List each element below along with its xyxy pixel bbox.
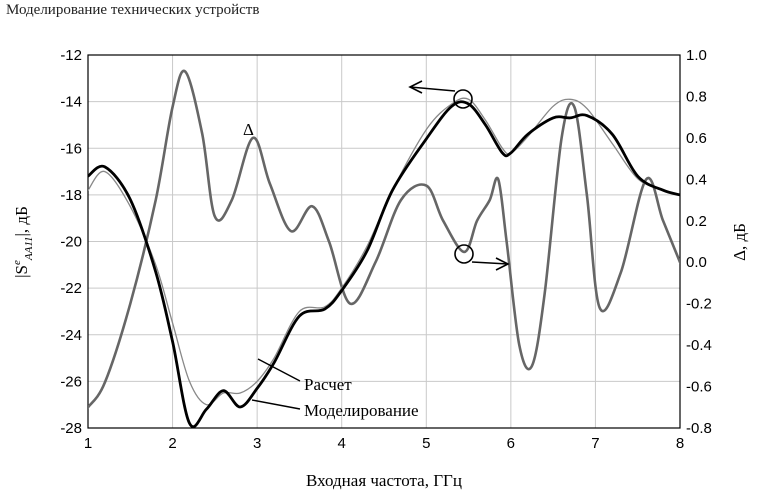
y-tick-left-label: -22 — [60, 280, 82, 297]
y-axis-title-left: |SeAA11|, дБ — [11, 206, 35, 278]
y-tick-right-label: -0.2 — [686, 296, 712, 313]
plot-frame — [87, 54, 681, 429]
leader-raschet — [257, 358, 301, 382]
y-tick-right-label: -0.4 — [686, 337, 712, 354]
y-tick-right-label: 0.2 — [686, 213, 707, 230]
x-tick-label: 5 — [422, 435, 430, 452]
x-tick-label: 6 — [507, 435, 515, 452]
x-tick-label: 3 — [253, 435, 261, 452]
y-tick-left-label: -14 — [60, 94, 82, 111]
model-label: Моделирование — [304, 401, 419, 420]
series-layer — [88, 69, 680, 428]
y-axis-title-right: Δ, дБ — [730, 223, 749, 261]
x-tick-label: 4 — [338, 435, 346, 452]
y-tick-right-label: 0.8 — [686, 88, 707, 105]
y-tick-right-label: -0.6 — [686, 379, 712, 396]
y-tick-left-label: -26 — [60, 373, 82, 390]
y-tick-right-label: -0.8 — [686, 420, 712, 437]
x-tick-label: 8 — [676, 435, 684, 452]
x-tick-label: 7 — [591, 435, 599, 452]
y-tick-right-label: 1.0 — [686, 47, 707, 64]
arrow-to-left-axis — [408, 80, 473, 109]
page-header: Моделирование технических устройств — [6, 2, 260, 18]
y-tick-left-label: -20 — [60, 234, 82, 251]
y-tick-left-label: -12 — [60, 47, 82, 64]
y-tick-left-label: -18 — [60, 187, 82, 204]
arrow-to-right-axis — [454, 244, 510, 271]
y-tick-left-label: -24 — [60, 327, 82, 344]
x-tick-label: 2 — [168, 435, 176, 452]
series-model-line — [88, 100, 680, 428]
y-tick-right-label: 0.6 — [686, 130, 707, 147]
x-tick-label: 1 — [84, 435, 92, 452]
leader-model — [251, 399, 301, 410]
y-ticks-left: -28 -26 -24 -22 -20 -18 -16 -14 -12 — [60, 47, 82, 437]
y-tick-right-label: 0.4 — [686, 171, 707, 188]
y-tick-left-label: -28 — [60, 420, 82, 437]
y-ticks-right: -0.8 -0.6 -0.4 -0.2 0.0 0.2 0.4 0.6 0.8 1.0 — [686, 47, 712, 437]
raschet-label: Расчет — [304, 375, 352, 394]
delta-label: Δ — [243, 120, 254, 139]
y-tick-right-label: 0.0 — [686, 254, 707, 271]
x-axis-title: Входная частота, ГГц — [306, 471, 462, 490]
series-delta-line — [88, 69, 680, 409]
x-ticks: 1 2 3 4 5 6 7 8 — [84, 435, 684, 452]
y-tick-left-label: -16 — [60, 140, 82, 157]
